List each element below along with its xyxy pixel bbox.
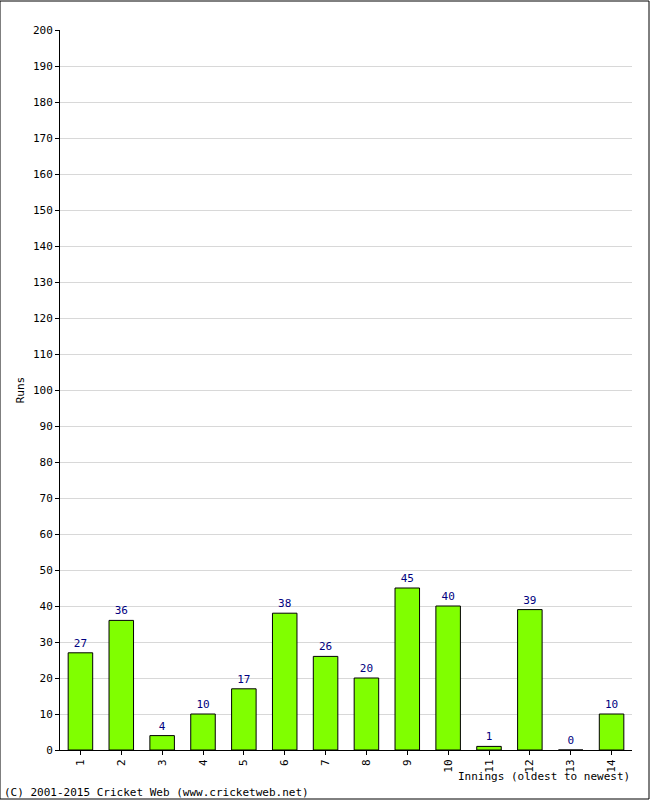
- svg-text:Runs: Runs: [14, 377, 27, 404]
- svg-text:10: 10: [605, 698, 618, 711]
- svg-text:1: 1: [74, 759, 87, 766]
- svg-text:26: 26: [319, 640, 332, 653]
- svg-text:10: 10: [40, 708, 53, 721]
- svg-text:27: 27: [74, 637, 87, 650]
- svg-text:6: 6: [278, 759, 291, 766]
- svg-text:100: 100: [33, 384, 53, 397]
- svg-text:150: 150: [33, 204, 53, 217]
- svg-text:40: 40: [442, 590, 455, 603]
- svg-text:7: 7: [319, 759, 332, 766]
- svg-text:110: 110: [33, 348, 53, 361]
- svg-text:38: 38: [278, 597, 291, 610]
- svg-text:40: 40: [40, 600, 53, 613]
- svg-text:70: 70: [40, 492, 53, 505]
- svg-text:4: 4: [197, 759, 210, 766]
- svg-text:20: 20: [40, 672, 53, 685]
- svg-text:190: 190: [33, 60, 53, 73]
- svg-text:5: 5: [237, 759, 250, 766]
- svg-text:39: 39: [523, 594, 536, 607]
- svg-text:50: 50: [40, 564, 53, 577]
- svg-text:3: 3: [156, 759, 169, 766]
- svg-text:90: 90: [40, 420, 53, 433]
- svg-text:Innings (oldest to newest): Innings (oldest to newest): [458, 770, 630, 783]
- svg-text:1: 1: [486, 730, 493, 743]
- svg-text:0: 0: [567, 734, 574, 747]
- svg-text:30: 30: [40, 636, 53, 649]
- svg-text:10: 10: [442, 759, 455, 772]
- svg-text:130: 130: [33, 276, 53, 289]
- svg-text:13: 13: [564, 759, 577, 772]
- svg-text:2: 2: [115, 759, 128, 766]
- svg-text:80: 80: [40, 456, 53, 469]
- svg-text:11: 11: [483, 759, 496, 772]
- svg-text:10: 10: [196, 698, 209, 711]
- svg-text:170: 170: [33, 132, 53, 145]
- svg-text:180: 180: [33, 96, 53, 109]
- svg-text:160: 160: [33, 168, 53, 181]
- svg-text:4: 4: [159, 720, 166, 733]
- svg-text:(C) 2001-2015 Cricket Web (www: (C) 2001-2015 Cricket Web (www.cricketwe…: [4, 786, 309, 799]
- svg-text:200: 200: [33, 24, 53, 37]
- svg-text:120: 120: [33, 312, 53, 325]
- svg-text:45: 45: [401, 572, 414, 585]
- svg-text:14: 14: [605, 759, 618, 773]
- svg-text:8: 8: [360, 759, 373, 766]
- svg-text:36: 36: [115, 604, 128, 617]
- svg-text:9: 9: [401, 759, 414, 766]
- svg-text:0: 0: [46, 744, 53, 757]
- svg-text:12: 12: [523, 759, 536, 772]
- svg-text:17: 17: [237, 673, 250, 686]
- svg-text:140: 140: [33, 240, 53, 253]
- svg-text:60: 60: [40, 528, 53, 541]
- svg-text:20: 20: [360, 662, 373, 675]
